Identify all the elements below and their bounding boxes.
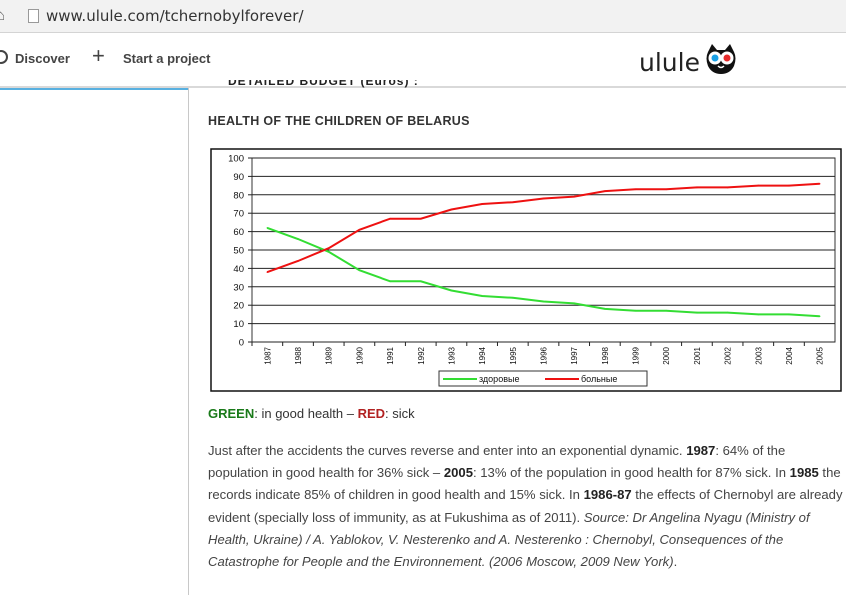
x-tick-label: 1994	[478, 346, 487, 364]
data-point	[389, 280, 391, 283]
y-tick-label: 70	[233, 209, 244, 220]
source-citation: Source: Dr Angelina Nyagu (Ministry of H…	[208, 509, 810, 570]
data-point	[450, 208, 453, 211]
discover-link[interactable]: Discover	[15, 51, 70, 66]
x-tick-label: 1998	[601, 346, 610, 364]
legend-box	[438, 370, 648, 387]
data-point	[389, 217, 391, 220]
y-tick-label: 20	[233, 301, 244, 312]
data-point	[788, 313, 790, 316]
data-point	[818, 182, 821, 185]
x-tick-label: 1989	[325, 346, 334, 364]
x-tick-label: 1987	[263, 346, 272, 364]
red-label: RED	[357, 406, 386, 421]
data-point	[726, 186, 729, 189]
data-point	[358, 228, 361, 231]
data-point	[297, 260, 299, 262]
x-tick-label: 1992	[417, 346, 426, 364]
data-point	[450, 289, 453, 292]
data-point	[542, 197, 545, 200]
x-tick-label: 1991	[386, 346, 395, 364]
data-point	[634, 188, 637, 191]
x-tick-label: 1997	[570, 346, 579, 364]
owl-logo-icon[interactable]	[704, 42, 738, 76]
data-point	[634, 309, 637, 312]
legend-entry: больные	[581, 374, 617, 384]
data-point	[726, 311, 729, 314]
x-tick-label: 1993	[447, 346, 456, 364]
y-tick-label: 10	[233, 319, 244, 330]
data-point	[604, 308, 606, 310]
x-tick-label: 2000	[662, 346, 671, 364]
data-point	[573, 302, 575, 305]
y-tick-label: 100	[228, 154, 244, 165]
data-point	[542, 300, 545, 303]
data-point	[512, 297, 514, 299]
y-tick-label: 50	[233, 246, 244, 257]
y-tick-label: 40	[233, 264, 244, 275]
page-icon	[28, 9, 39, 23]
browser-address-bar[interactable]: ⌂ www.ulule.com/tchernobylforever/	[0, 0, 846, 33]
data-point	[358, 269, 361, 272]
data-point	[665, 188, 668, 191]
x-tick-label: 2004	[785, 346, 794, 364]
data-point	[327, 247, 330, 249]
data-point	[696, 186, 698, 189]
data-point	[266, 227, 269, 229]
sidebar-accent-bar	[0, 88, 188, 90]
search-icon[interactable]	[0, 50, 8, 64]
y-tick-label: 90	[233, 172, 244, 183]
data-point	[419, 280, 422, 283]
y-tick-label: 30	[233, 282, 244, 293]
data-point	[818, 315, 821, 318]
data-point	[604, 190, 606, 192]
plus-icon[interactable]: +	[92, 43, 105, 68]
data-point	[481, 295, 483, 297]
x-tick-label: 1996	[540, 346, 549, 364]
x-tick-label: 1995	[509, 346, 518, 364]
home-icon[interactable]: ⌂	[0, 7, 6, 24]
data-point	[696, 311, 698, 314]
x-tick-label: 2002	[724, 346, 733, 364]
health-chart: 0 10 20 30 40 50 60 70 80 90 100 1987 1988 1989 1990 1…	[210, 148, 842, 392]
data-point	[419, 217, 422, 220]
red-desc: : sick	[385, 406, 415, 421]
description-paragraph: Just after the accidents the curves reve…	[208, 443, 843, 570]
color-legend-note: GREEN: in good health – RED: sick	[208, 406, 415, 421]
x-tick-label: 1990	[355, 346, 364, 364]
x-tick-label: 2005	[816, 346, 825, 364]
url-text[interactable]: www.ulule.com/tchernobylforever/	[46, 7, 304, 25]
legend-entry: здоровые	[479, 374, 519, 384]
site-header: Discover + Start a project ulule	[0, 33, 846, 88]
data-point	[788, 184, 790, 187]
y-tick-label: 0	[239, 338, 244, 349]
data-point	[757, 313, 760, 316]
green-desc: : in good health –	[254, 406, 358, 421]
data-point	[481, 203, 483, 205]
x-tick-label: 1999	[632, 346, 641, 364]
data-point	[266, 271, 269, 273]
green-label: GREEN	[208, 406, 255, 421]
x-tick-label: 2003	[754, 346, 763, 364]
data-point	[327, 251, 330, 253]
ulule-logo[interactable]: ulule	[639, 48, 700, 77]
y-tick-label: 60	[233, 227, 244, 238]
data-point	[757, 184, 760, 187]
data-point	[665, 309, 668, 312]
data-point	[573, 195, 575, 198]
section-heading-cut: DETAILED BUDGET (Euros) :	[228, 80, 419, 88]
x-tick-label: 2001	[693, 346, 702, 364]
left-sidebar	[0, 88, 189, 595]
x-tick-label: 1988	[294, 346, 303, 364]
chart-heading: HEALTH OF THE CHILDREN OF BELARUS	[208, 114, 470, 128]
y-tick-label: 80	[233, 190, 244, 201]
data-point	[512, 201, 514, 203]
start-project-link[interactable]: Start a project	[123, 51, 211, 66]
data-point	[297, 238, 299, 240]
